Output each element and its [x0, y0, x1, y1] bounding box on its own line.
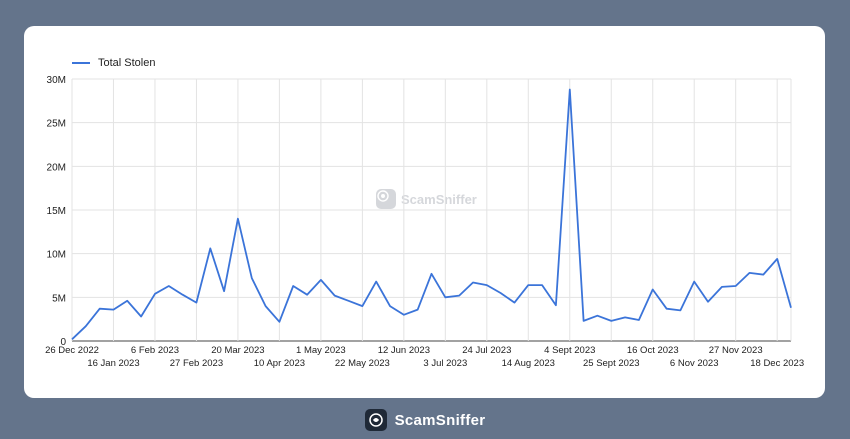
x-tick-label: 10 Apr 2023	[254, 358, 305, 369]
x-tick-label: 6 Nov 2023	[670, 358, 719, 369]
x-tick-label: 1 May 2023	[296, 345, 346, 356]
legend-label: Total Stolen	[98, 57, 156, 69]
x-tick-label: 12 Jun 2023	[378, 345, 430, 356]
x-tick-label: 24 Jul 2023	[462, 345, 511, 356]
x-tick-label: 4 Sept 2023	[544, 345, 595, 356]
y-tick-label: 30M	[47, 75, 66, 86]
series-line-total-stolen	[71, 88, 792, 340]
chart-card: Total Stolen ScamSniffer 0 5M 10M 15M 20M 25M…	[24, 26, 825, 398]
line-chart: 0 5M 10M 15M 20M 25M 30M 26 Dec 2022 16 Jan 2023…	[45, 75, 804, 369]
y-tick-label: 0	[60, 337, 66, 348]
x-tick-label: 6 Feb 2023	[131, 345, 179, 356]
x-tick-label: 26 Dec 2022	[45, 345, 99, 356]
footer: ScamSniffer	[0, 408, 850, 432]
x-tick-label: 16 Jan 2023	[87, 358, 139, 369]
y-tick-label: 20M	[47, 162, 66, 173]
x-tick-label: 16 Oct 2023	[627, 345, 679, 356]
x-tick-label: 18 Dec 2023	[750, 358, 804, 369]
x-tick-label: 27 Nov 2023	[709, 345, 763, 356]
x-tick-label: 20 Mar 2023	[211, 345, 264, 356]
watermark-logo-icon	[376, 189, 396, 209]
y-tick-label: 15M	[47, 206, 66, 217]
x-tick-label: 14 Aug 2023	[502, 358, 555, 369]
x-tick-label: 27 Feb 2023	[170, 358, 223, 369]
y-tick-label: 5M	[52, 293, 66, 304]
watermark: ScamSniffer	[376, 189, 477, 209]
y-tick-label: 10M	[47, 250, 66, 261]
legend-swatch	[72, 62, 90, 64]
brand-logo-icon	[364, 409, 387, 431]
x-tick-label: 25 Sept 2023	[583, 358, 640, 369]
watermark-text: ScamSniffer	[401, 191, 477, 207]
x-tick-label: 3 Jul 2023	[423, 358, 467, 369]
footer-brand: ScamSniffer	[394, 411, 486, 429]
legend: Total Stolen	[72, 57, 155, 69]
x-tick-label: 22 May 2023	[335, 358, 390, 369]
y-tick-label: 25M	[47, 119, 66, 130]
